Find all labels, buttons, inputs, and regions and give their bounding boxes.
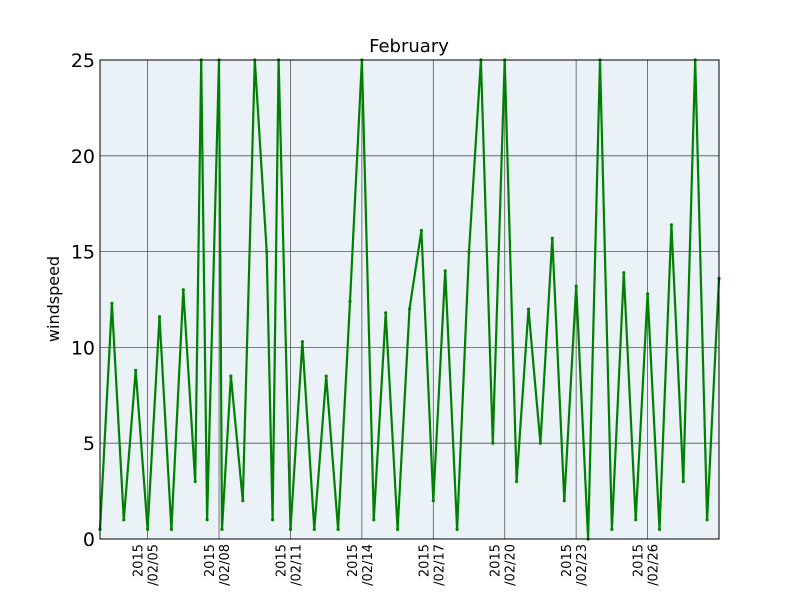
data-point [146, 527, 150, 532]
plot-frame [99, 59, 720, 540]
data-point [157, 315, 162, 319]
y-tick-label: 25 [71, 50, 95, 72]
data-point [622, 271, 626, 275]
data-point [122, 518, 126, 522]
y-tick-label: 0 [83, 529, 95, 551]
x-tick-label-year: 2015 [346, 544, 361, 577]
x-tick-label-date: /02/20 [504, 544, 519, 586]
x-tick-label-year: 2015 [489, 544, 504, 577]
data-point [407, 307, 412, 311]
data-point [491, 441, 495, 445]
data-point [443, 269, 447, 273]
data-point [265, 250, 269, 254]
data-point [271, 518, 275, 522]
data-point [336, 527, 340, 532]
y-axis-label: windspeed [44, 256, 63, 342]
y-ticks: 0 5 10 15 20 25 [71, 50, 95, 551]
y-tick-label: 15 [71, 242, 95, 264]
x-tick-label: 2015/02/23 [560, 544, 590, 586]
x-tick-label: 2015/02/14 [346, 544, 376, 586]
data-point [134, 368, 138, 372]
data-point [169, 527, 173, 532]
x-tick-label: 2015/02/26 [632, 544, 662, 586]
data-point [372, 518, 376, 522]
data-point [419, 228, 423, 233]
x-tick-label-year: 2015 [274, 544, 289, 577]
data-point [515, 479, 519, 484]
chart-title: February [369, 36, 449, 57]
data-point [657, 527, 662, 532]
y-tick-label: 10 [71, 337, 95, 359]
data-point [205, 518, 209, 522]
data-point [526, 307, 531, 311]
x-tick-label-date: /02/08 [218, 544, 233, 586]
x-tick-label-year: 2015 [417, 544, 432, 577]
series-line [98, 58, 721, 541]
data-point [193, 479, 197, 484]
x-tick-label: 2015/02/20 [489, 544, 519, 586]
data-point [396, 527, 400, 532]
data-point [229, 374, 233, 378]
data-point [610, 527, 614, 532]
x-tick-label-year: 2015 [132, 544, 147, 577]
data-point [562, 499, 566, 503]
data-point [220, 527, 224, 532]
data-point [574, 284, 578, 288]
x-tick-label-date: /02/17 [432, 544, 447, 586]
y-tick-label: 5 [83, 433, 95, 455]
y-tick-label: 20 [71, 146, 95, 168]
x-tick-label: 2015/02/17 [417, 544, 447, 586]
x-tick-label-year: 2015 [560, 544, 575, 577]
x-tick-label: 2015/02/05 [132, 544, 162, 586]
x-tick-label-date: /02/26 [647, 544, 662, 586]
x-tick-label-year: 2015 [203, 544, 218, 577]
x-tick-label: 2015/02/11 [274, 544, 304, 586]
data-point [467, 250, 471, 254]
data-point [181, 288, 185, 292]
data-point [300, 340, 304, 344]
data-point [110, 301, 114, 305]
x-tick-label-year: 2015 [632, 544, 647, 577]
data-point [431, 499, 435, 503]
x-tick-label-date: /02/14 [361, 544, 376, 586]
data-point [550, 236, 554, 240]
data-point [241, 499, 245, 503]
x-tick-label-date: /02/11 [289, 544, 304, 586]
x-ticks: 2015/02/05 2015/02/08 2015/02/11 2015/02/14… [132, 544, 662, 586]
data-point [681, 479, 685, 484]
data-point [634, 518, 638, 522]
data-point [312, 527, 316, 532]
x-tick-label: 2015/02/08 [203, 544, 233, 586]
data-point [669, 223, 674, 227]
x-tick-label-date: /02/23 [575, 544, 590, 586]
data-point [384, 311, 388, 315]
data-point [455, 527, 459, 532]
data-point [538, 441, 543, 445]
data-point [646, 292, 650, 296]
data-point [324, 374, 328, 378]
data-point [288, 527, 293, 532]
data-point [348, 299, 352, 303]
x-tick-label-date: /02/05 [147, 544, 162, 586]
data-point [705, 518, 709, 522]
